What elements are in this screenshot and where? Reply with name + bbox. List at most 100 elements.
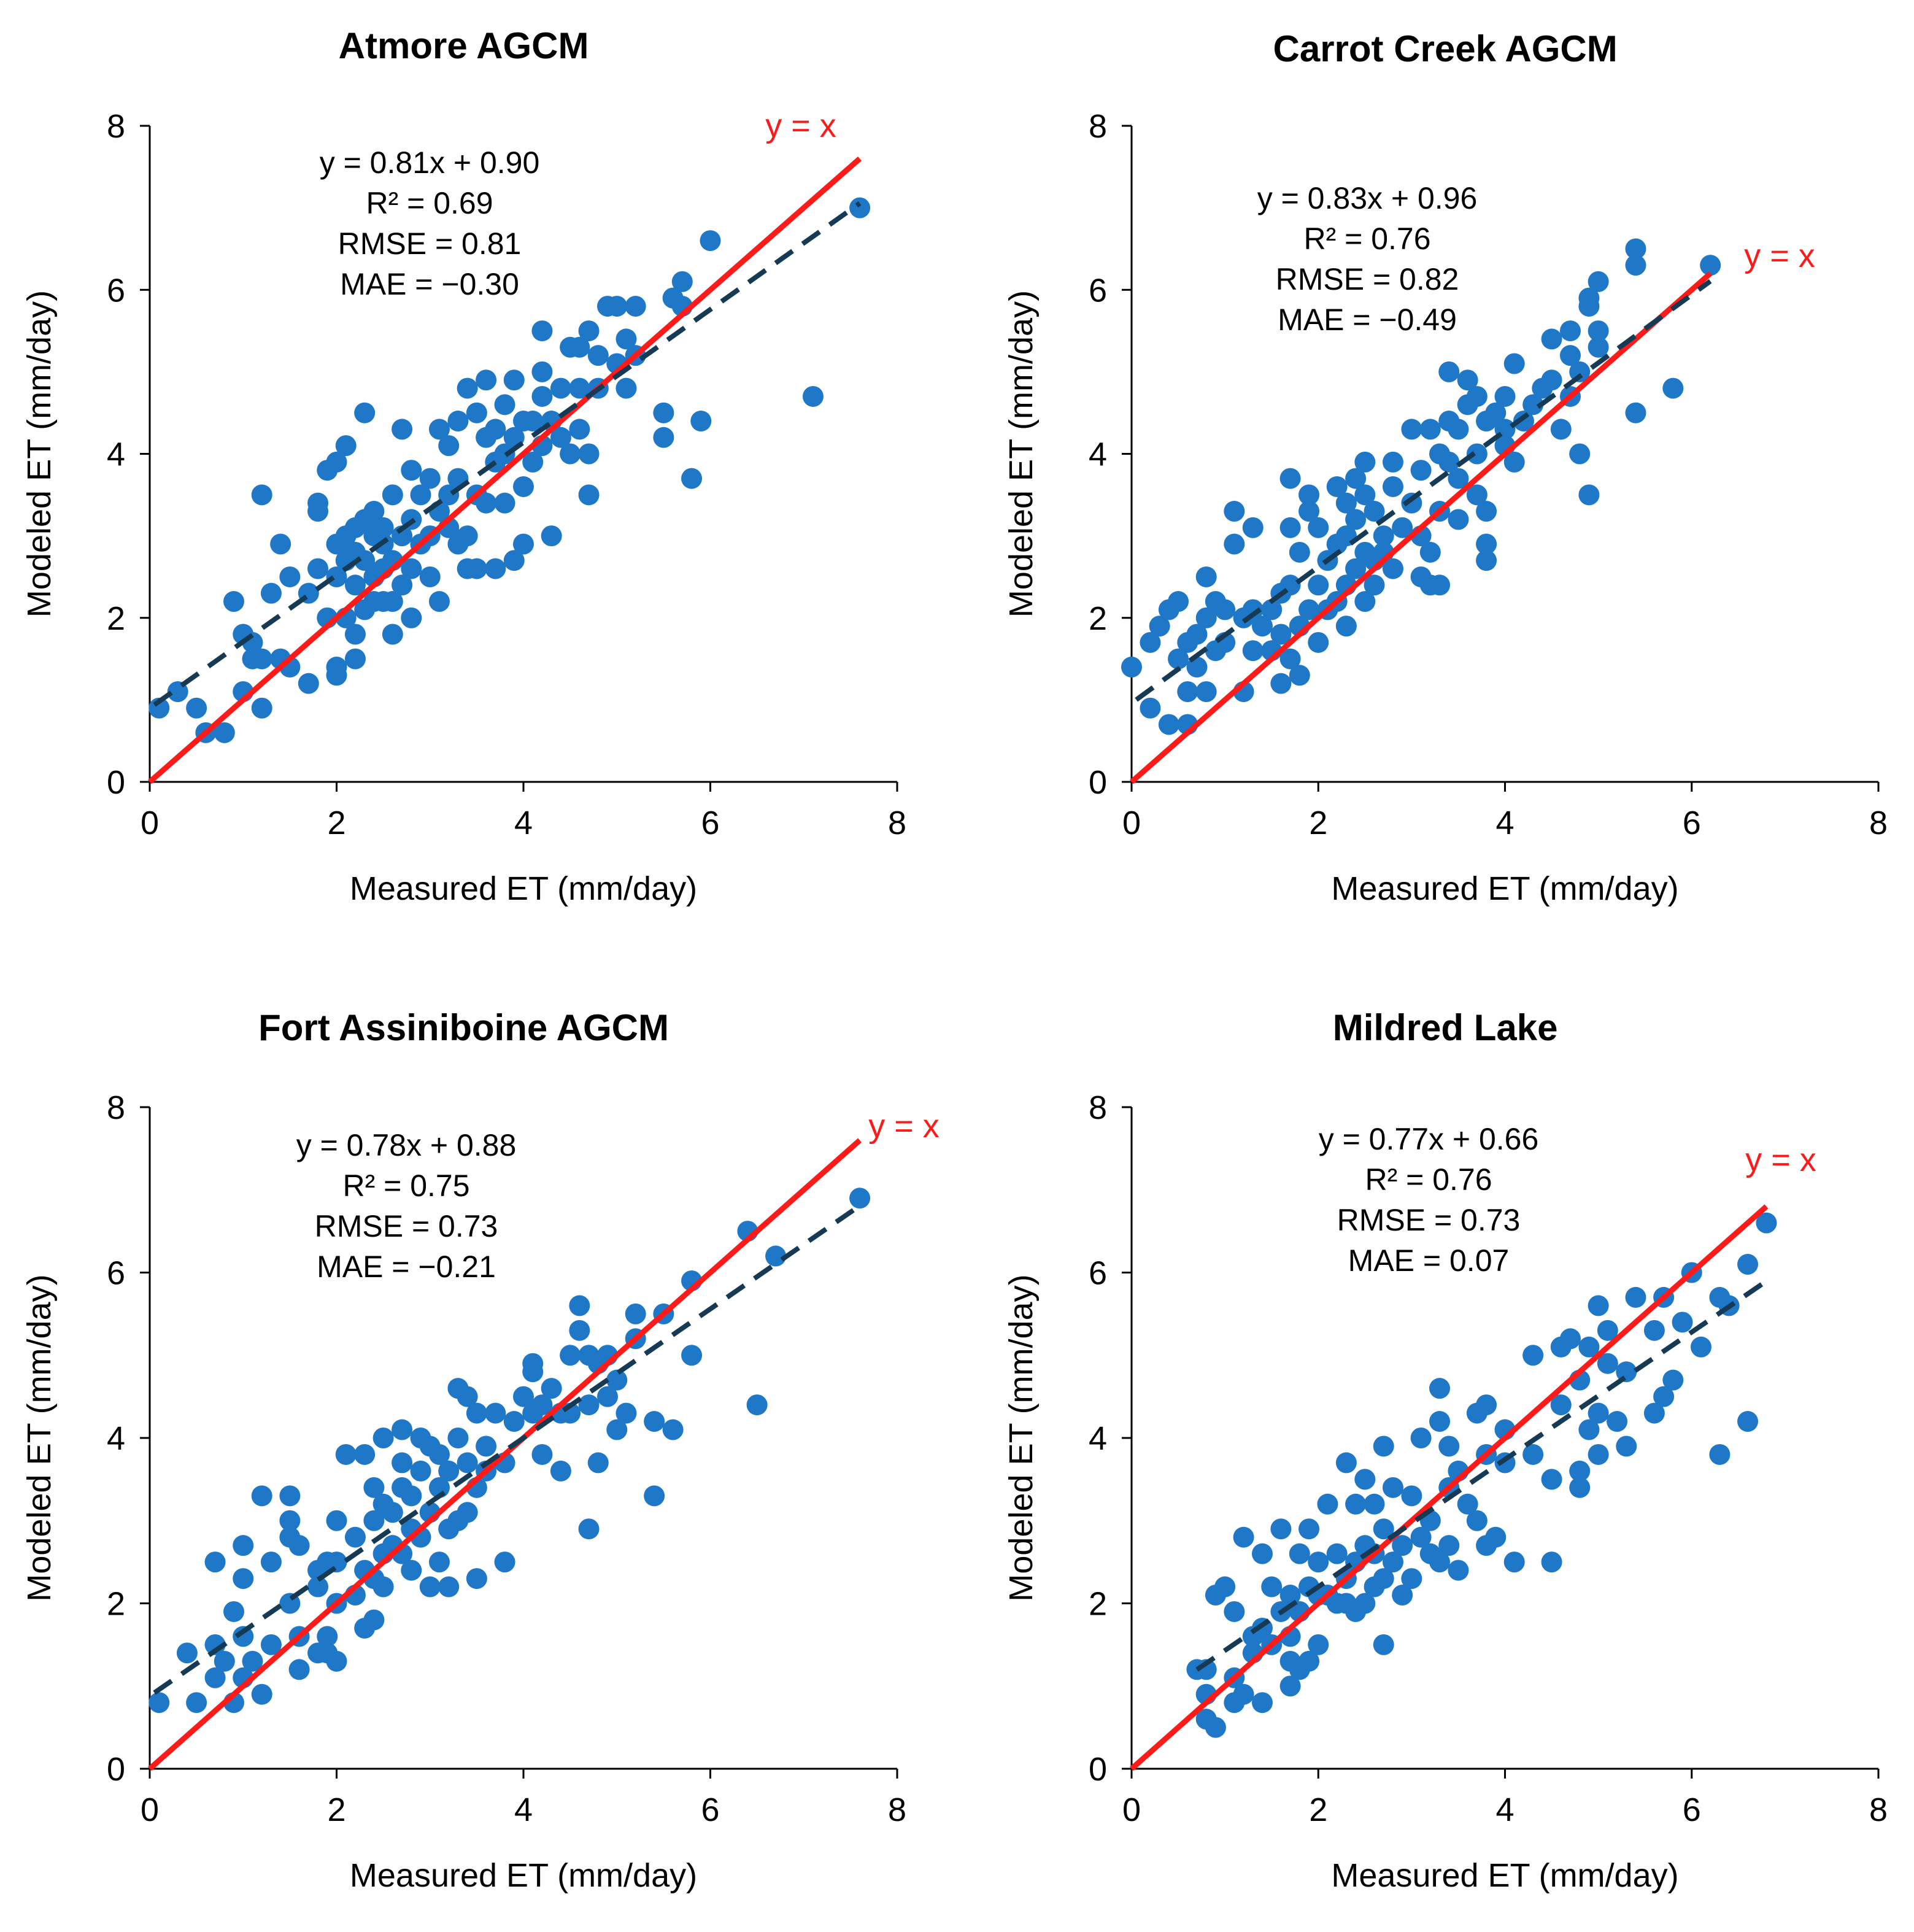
data-point — [251, 1683, 272, 1705]
data-point — [447, 1428, 469, 1448]
data-point — [1522, 1345, 1544, 1366]
data-point — [578, 1394, 600, 1416]
data-point — [204, 1667, 226, 1688]
data-point — [1438, 361, 1460, 382]
data-point — [1643, 1320, 1665, 1341]
data-point — [1382, 1477, 1403, 1498]
data-point — [1195, 607, 1217, 628]
data-point — [560, 443, 581, 465]
data-point — [363, 1477, 385, 1498]
data-point — [1224, 1601, 1245, 1622]
data-point — [746, 1394, 768, 1416]
data-point — [1335, 616, 1357, 637]
data-point — [372, 517, 394, 538]
data-point — [503, 1411, 525, 1432]
data-point — [392, 419, 413, 440]
data-point — [494, 1551, 515, 1573]
data-point — [1625, 402, 1646, 423]
data-point — [1354, 1593, 1376, 1614]
data-point — [1168, 648, 1189, 670]
stats-annotation: R² = 0.75 — [342, 1169, 469, 1203]
data-point — [1308, 517, 1329, 538]
data-point — [1392, 1585, 1413, 1606]
data-point — [1503, 353, 1525, 374]
data-point — [1224, 533, 1245, 555]
chart-panel-2: Carrot Creek AGCM 0 2 4 6 8 0 2 4 6 8 Measured ET (… — [1003, 28, 1888, 907]
data-point — [438, 1576, 460, 1598]
data-point — [1279, 468, 1301, 489]
data-point — [476, 369, 497, 391]
data-point — [1672, 1312, 1693, 1333]
data-point — [279, 1485, 301, 1507]
data-point — [419, 566, 441, 587]
regression-fit-line — [1135, 279, 1712, 702]
data-point — [1578, 484, 1600, 506]
data-point — [1270, 673, 1292, 694]
data-point — [1569, 1460, 1591, 1482]
x-axis-label: Measured ET (mm/day) — [1331, 870, 1678, 907]
data-point — [1476, 1394, 1497, 1416]
identity-line — [148, 156, 862, 784]
data-point — [1401, 1568, 1422, 1590]
data-point — [382, 591, 403, 612]
data-point — [1158, 714, 1179, 735]
data-point — [1299, 1650, 1320, 1672]
identity-line — [1130, 271, 1713, 784]
data-point — [1616, 1435, 1637, 1457]
data-point — [428, 1443, 450, 1465]
data-point — [1448, 509, 1469, 530]
data-point — [615, 377, 637, 399]
x-tick-label: 6 — [701, 1791, 719, 1828]
data-point — [260, 1551, 282, 1573]
stats-annotation: MAE = −0.49 — [1278, 303, 1457, 337]
y-tick-label: 8 — [107, 1089, 125, 1126]
chart-title: Carrot Creek AGCM — [1273, 28, 1618, 69]
chart-panel-3: Fort Assiniboine AGCM 0 2 4 6 8 0 2 4 6 8 Measured … — [21, 1007, 940, 1894]
data-point — [1662, 377, 1684, 399]
data-point — [569, 336, 590, 358]
data-point — [1448, 1559, 1469, 1581]
data-point — [1550, 1394, 1572, 1416]
identity-line — [148, 1138, 862, 1771]
data-point — [410, 484, 431, 506]
data-point — [1541, 1469, 1562, 1490]
chart-title: Fort Assiniboine AGCM — [258, 1007, 669, 1048]
data-point — [606, 295, 628, 317]
data-point — [1625, 238, 1646, 260]
data-point — [1569, 361, 1591, 382]
identity-line-label: y = x — [765, 107, 836, 144]
data-point — [251, 484, 272, 506]
chart-panel-1: Atmore AGCM 0 2 4 6 8 0 2 4 6 8 Measured ET (mm/day… — [21, 25, 906, 907]
y-tick-label: 6 — [1089, 1255, 1107, 1292]
data-point — [382, 1502, 403, 1523]
data-point — [317, 1626, 338, 1647]
data-point — [1550, 419, 1572, 440]
data-point — [401, 460, 422, 481]
data-point — [681, 1345, 703, 1366]
data-point — [531, 385, 553, 407]
data-point — [1700, 255, 1721, 276]
data-point — [494, 394, 515, 415]
y-tick-label: 2 — [1089, 1586, 1107, 1623]
data-point — [1382, 1551, 1403, 1573]
x-tick-label: 8 — [888, 1791, 906, 1828]
stats-annotation: R² = 0.76 — [1303, 222, 1430, 256]
data-point — [513, 1386, 534, 1407]
data-point — [1364, 574, 1385, 596]
data-point — [438, 1460, 460, 1482]
data-point — [428, 1551, 450, 1573]
data-point — [1354, 591, 1376, 612]
data-point — [587, 345, 609, 366]
data-point — [503, 369, 525, 391]
x-tick-label: 0 — [1122, 805, 1141, 841]
data-point — [363, 501, 385, 522]
data-point — [1410, 1526, 1432, 1548]
data-point — [1448, 419, 1469, 440]
data-point — [1709, 1443, 1731, 1465]
data-point — [1419, 419, 1441, 440]
y-tick-label: 6 — [107, 272, 125, 309]
data-point — [1541, 1551, 1562, 1573]
data-point — [392, 1419, 413, 1440]
data-point — [1299, 599, 1320, 620]
y-tick-label: 2 — [107, 1586, 125, 1623]
